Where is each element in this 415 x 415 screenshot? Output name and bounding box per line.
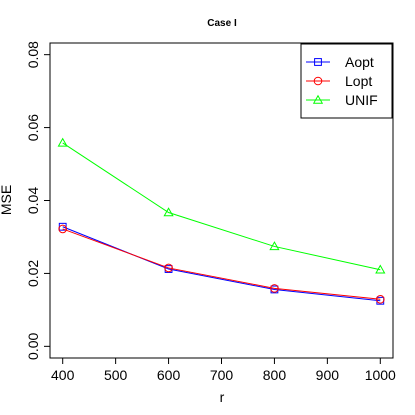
x-tick-label: 1000 — [365, 367, 396, 383]
legend-label: Aopt — [345, 54, 374, 70]
legend-label: Lopt — [345, 73, 372, 89]
data-point — [269, 241, 280, 251]
x-tick-label: 500 — [104, 367, 128, 383]
legend-item: Lopt — [306, 73, 372, 89]
y-tick-label: 0.08 — [25, 41, 41, 68]
chart-title: Case I — [207, 18, 237, 29]
legend: Aopt Lopt UNIF — [300, 43, 393, 119]
series-line — [62, 228, 381, 300]
legend-item: Aopt — [306, 54, 374, 70]
series-aopt — [58, 222, 385, 305]
data-point — [58, 224, 68, 234]
series-unif — [57, 137, 386, 274]
plot-frame — [49, 42, 394, 359]
data-point — [57, 137, 68, 147]
x-tick-label: 900 — [316, 367, 340, 383]
y-tick-label: 0.06 — [25, 114, 41, 141]
data-point — [164, 263, 173, 273]
y-tick-label: 0.02 — [25, 260, 41, 287]
data-point — [163, 207, 174, 217]
data-point — [270, 284, 279, 293]
x-tick-label: 600 — [157, 367, 181, 383]
data-point — [313, 76, 323, 86]
legend-label: UNIF — [345, 92, 378, 108]
y-tick-label: 0.00 — [25, 332, 41, 359]
y-axis-label: MSE — [0, 185, 14, 215]
x-axis-label: r — [220, 389, 225, 405]
series-layer — [57, 137, 386, 305]
x-tick-label: 800 — [263, 367, 287, 383]
x-tick-label: 400 — [51, 367, 75, 383]
x-tick-label: 700 — [210, 367, 234, 383]
legend-item: UNIF — [306, 92, 378, 108]
data-point — [314, 58, 322, 66]
data-point — [375, 295, 385, 304]
data-point — [375, 264, 386, 274]
series-line — [62, 226, 381, 302]
series-lopt — [58, 224, 385, 304]
data-point — [312, 94, 324, 104]
y-tick-label: 0.04 — [25, 187, 41, 214]
series-line — [62, 142, 381, 271]
axes-ticks: 400 500 600 700 800 900 1000 0.00 0.02 0.04 0.06 0.… — [25, 41, 396, 383]
